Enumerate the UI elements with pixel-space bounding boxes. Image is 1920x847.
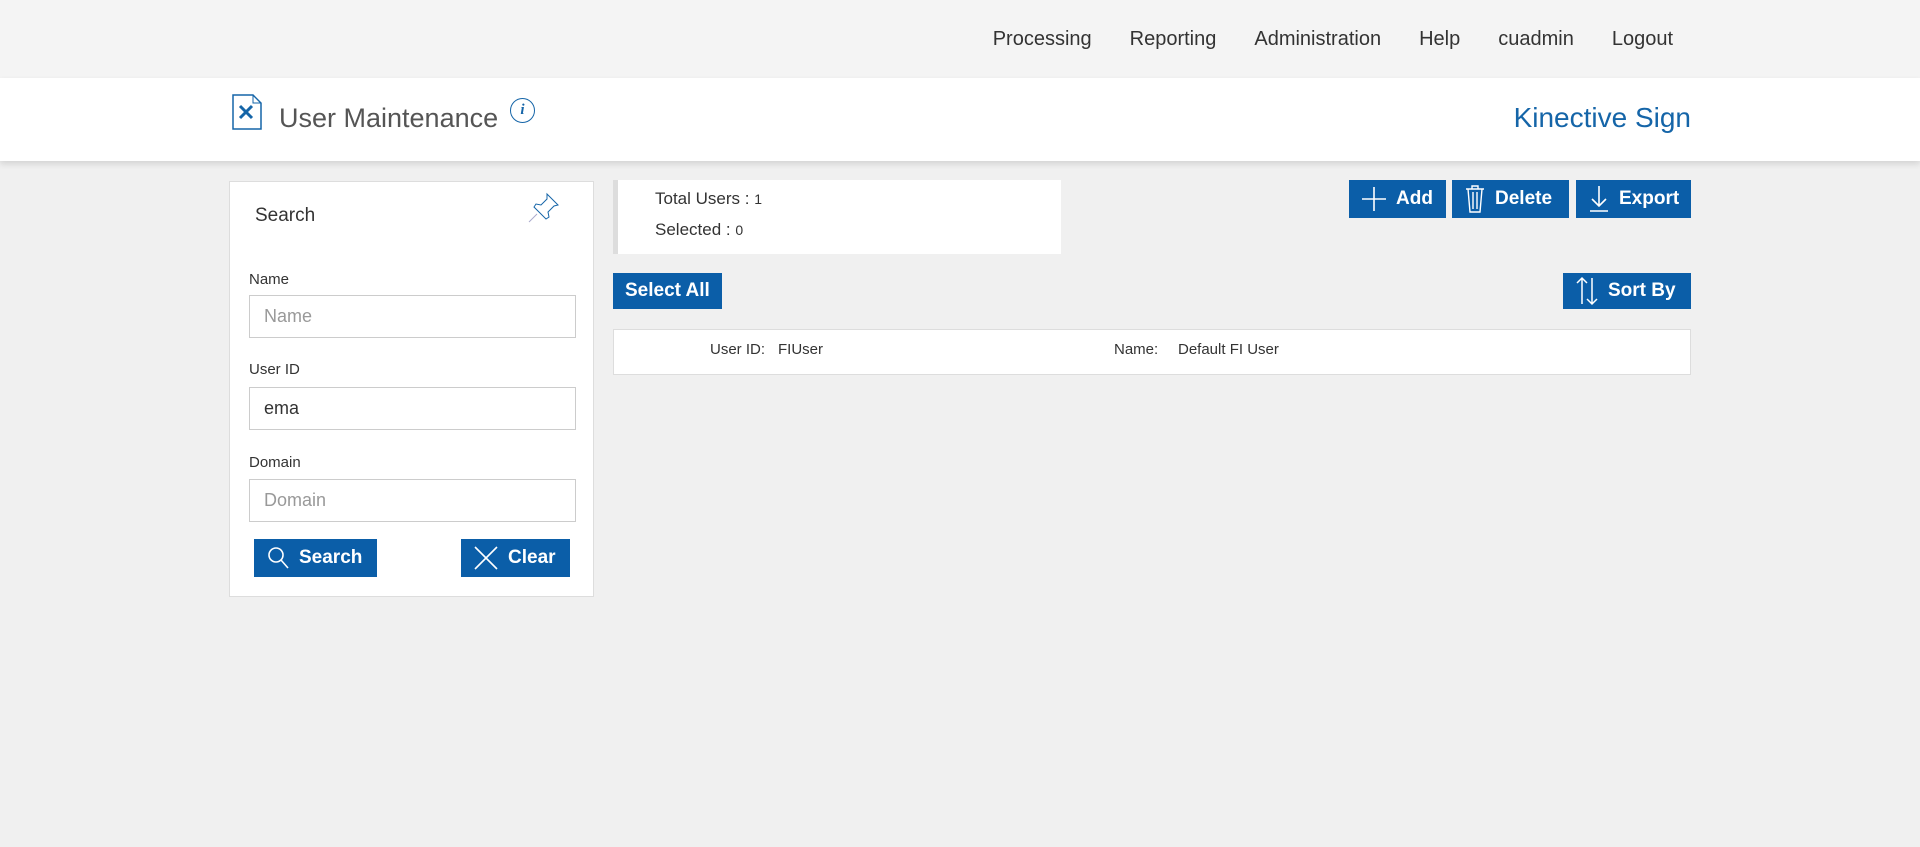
plus-icon <box>1362 187 1386 211</box>
user-row[interactable]: User ID: FIUser Name: Default FI User <box>613 329 1691 375</box>
domain-label: Domain <box>249 454 301 471</box>
search-panel: Search Name User ID Domain Search Clear <box>229 181 594 597</box>
domain-input[interactable] <box>249 479 576 522</box>
nav-help[interactable]: Help <box>1419 28 1461 50</box>
search-icon <box>268 547 289 569</box>
total-users: Total Users : 1 <box>655 189 762 209</box>
clear-button[interactable]: Clear <box>461 539 570 577</box>
name-value: Default FI User <box>1178 341 1279 358</box>
nav-logout[interactable]: Logout <box>1611 28 1673 50</box>
search-panel-title: Search <box>255 205 316 226</box>
close-icon <box>474 546 498 570</box>
search-button[interactable]: Search <box>254 539 377 577</box>
brand-name: Kinective Sign <box>1513 102 1691 133</box>
add-button[interactable]: Add <box>1349 180 1446 218</box>
user-maintenance-icon <box>232 94 262 130</box>
export-button[interactable]: Export <box>1576 180 1691 218</box>
userid-value: FIUser <box>778 341 823 358</box>
sort-by-button[interactable]: Sort By <box>1563 273 1691 309</box>
select-all-button[interactable]: Select All <box>613 273 722 309</box>
pin-icon[interactable] <box>527 191 561 225</box>
name-field-label: Name: <box>1114 341 1159 358</box>
selected-count: Selected : 0 <box>655 220 743 240</box>
nav-reporting[interactable]: Reporting <box>1129 28 1217 50</box>
search-button-label: Search <box>299 547 363 568</box>
trash-icon <box>1466 185 1484 213</box>
download-icon <box>1590 186 1608 212</box>
page-header: User Maintenance i Kinective Sign <box>0 78 1920 161</box>
add-button-label: Add <box>1396 188 1433 209</box>
sort-by-label: Sort By <box>1608 280 1676 301</box>
select-all-label: Select All <box>625 280 710 301</box>
name-input[interactable] <box>249 295 576 338</box>
page-title: User Maintenance <box>279 103 499 133</box>
selected-label: Selected : <box>655 220 731 239</box>
info-icon[interactable]: i <box>510 98 535 123</box>
name-label: Name <box>249 271 290 288</box>
userid-label: User ID <box>249 361 300 378</box>
selected-value: 0 <box>735 222 744 238</box>
userid-input[interactable] <box>249 387 576 430</box>
clear-button-label: Clear <box>508 547 556 568</box>
total-users-value: 1 <box>754 191 763 207</box>
delete-button-label: Delete <box>1495 188 1553 209</box>
nav-administration[interactable]: Administration <box>1254 28 1382 50</box>
nav-user[interactable]: cuadmin <box>1498 28 1574 50</box>
export-button-label: Export <box>1619 188 1680 209</box>
user-stats: Total Users : 1 Selected : 0 <box>613 180 1061 254</box>
total-users-label: Total Users : <box>655 189 750 208</box>
sort-icon <box>1576 276 1598 306</box>
nav-processing[interactable]: Processing <box>992 28 1092 50</box>
delete-button[interactable]: Delete <box>1452 180 1569 218</box>
userid-field-label: User ID: <box>710 341 766 358</box>
top-nav: Processing Reporting Administration Help… <box>0 0 1920 78</box>
